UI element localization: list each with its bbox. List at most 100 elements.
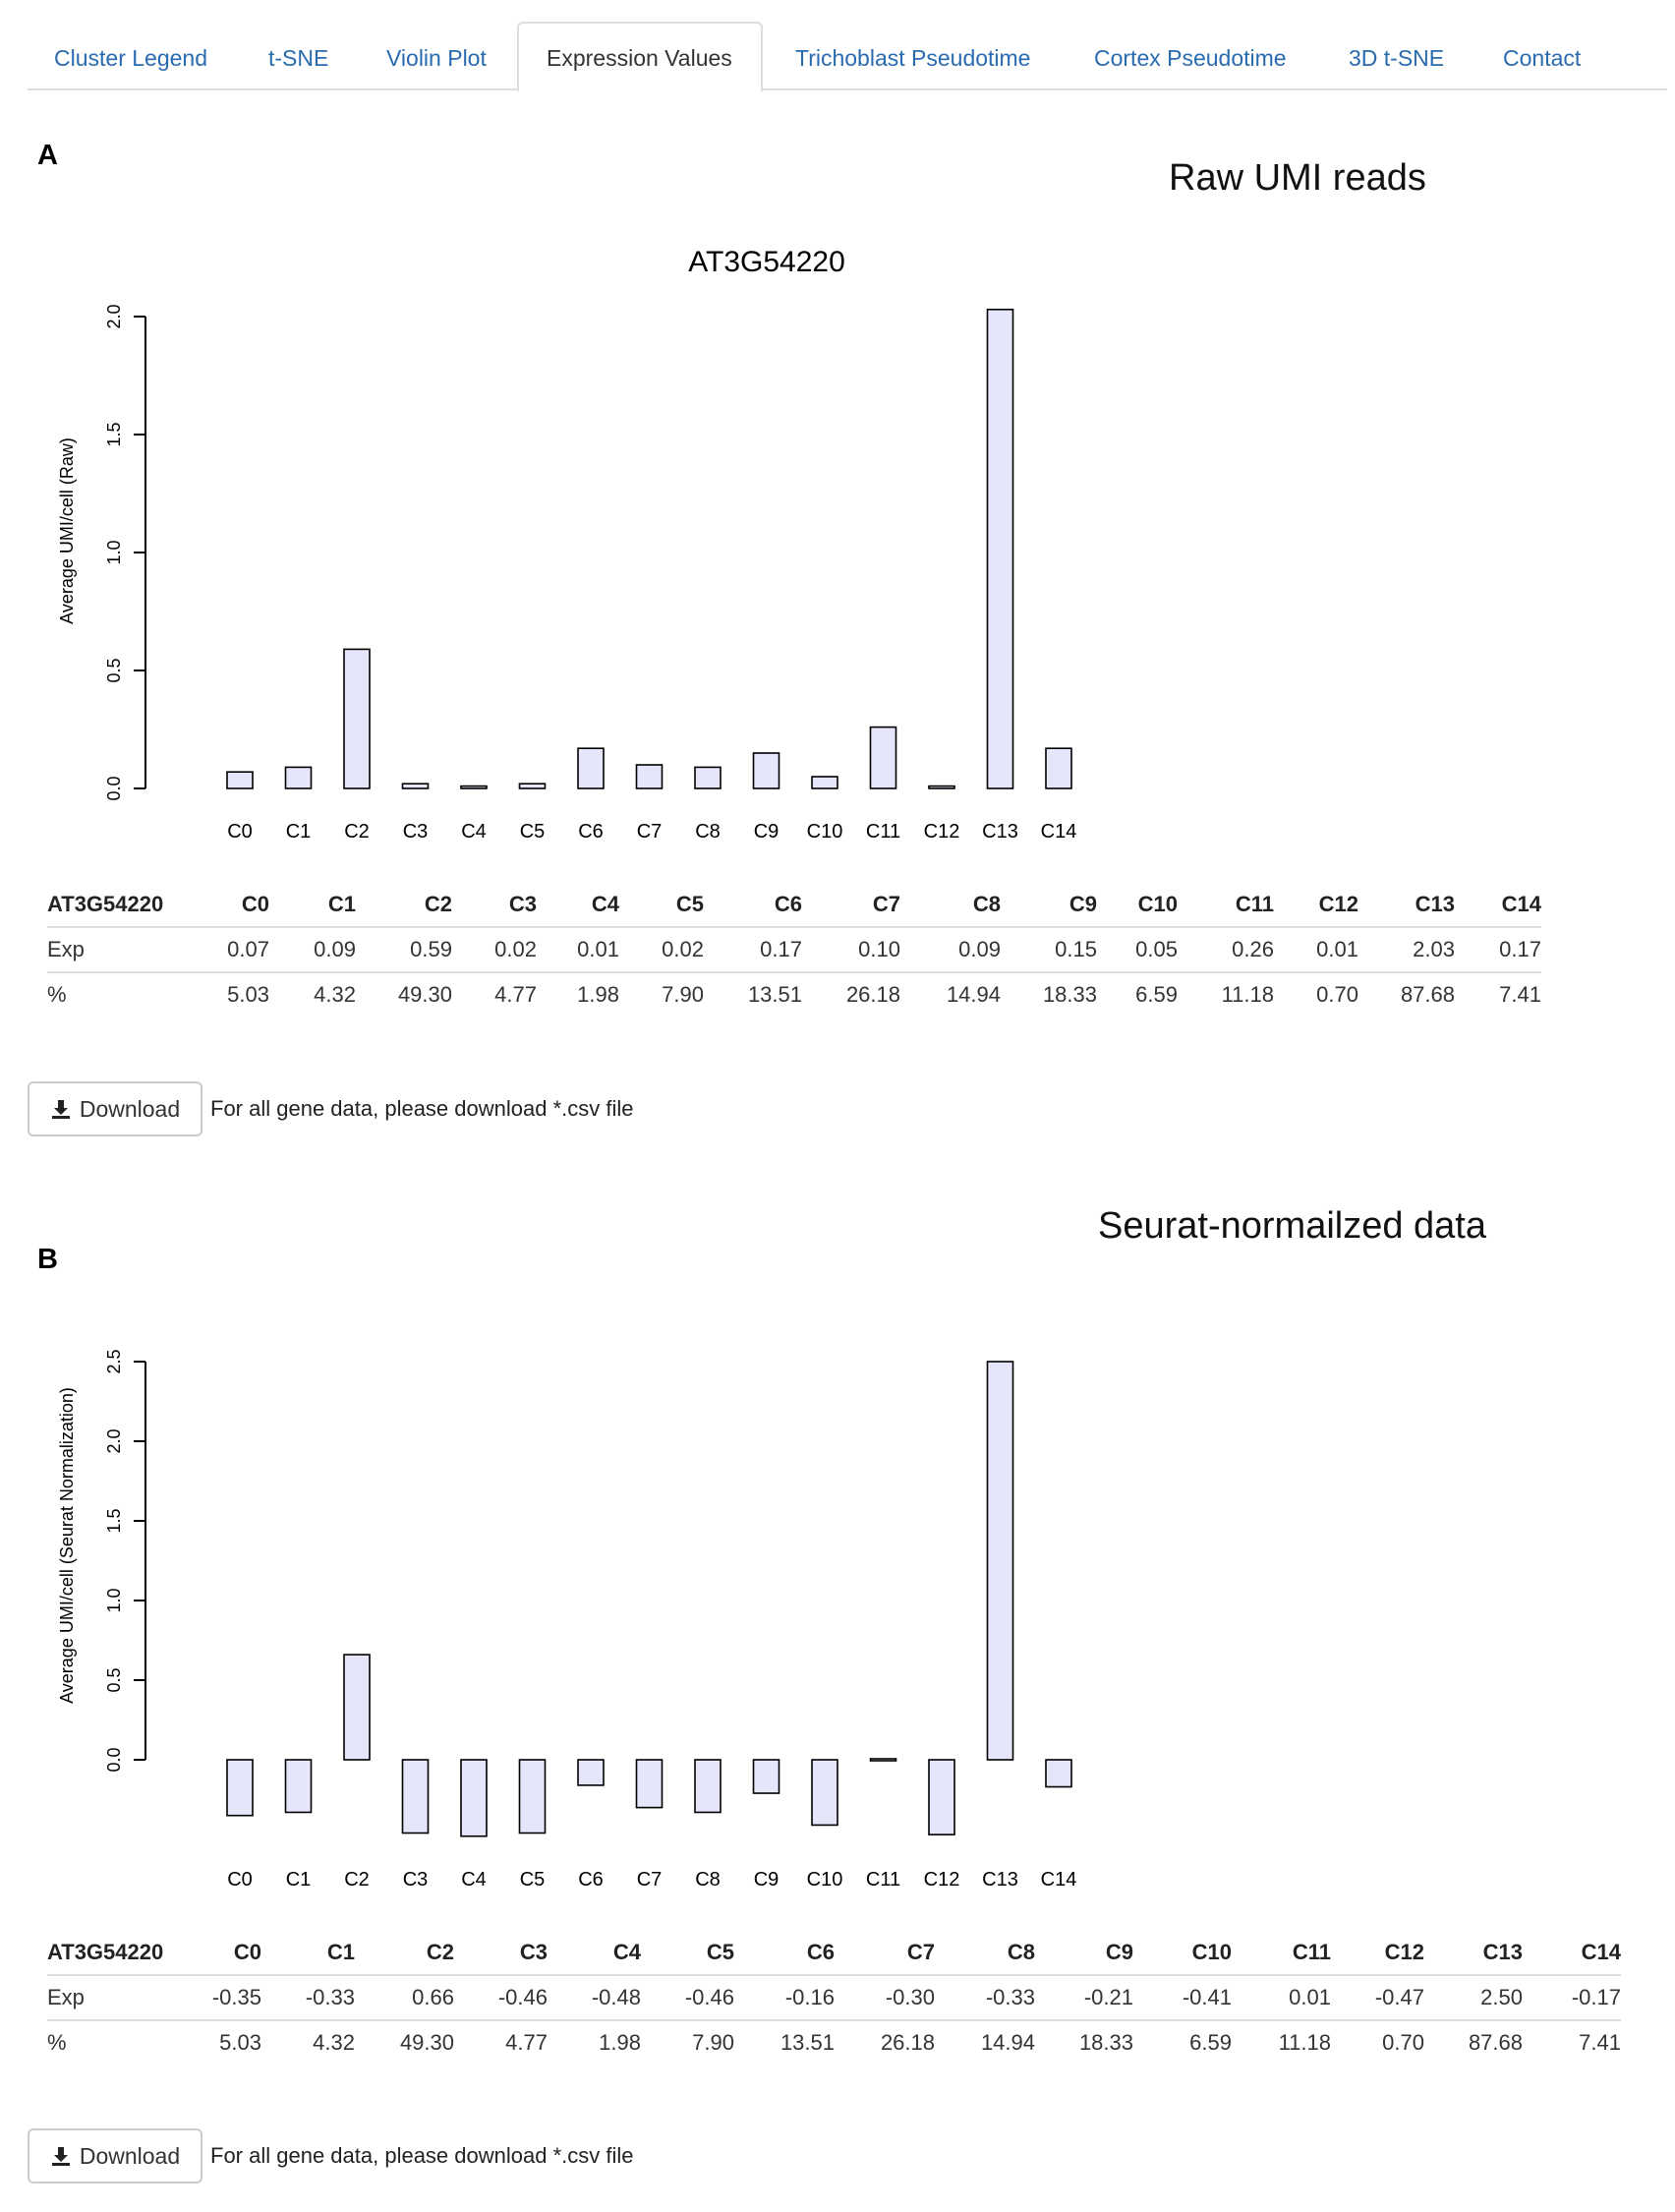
tab-cluster-legend[interactable]: Cluster Legend [54, 45, 207, 71]
download-icon [50, 2145, 72, 2167]
x-tick-label: C4 [461, 821, 487, 843]
table-cell: 0.01 [537, 926, 619, 972]
tab-cortex-pseudotime[interactable]: Cortex Pseudotime [1094, 45, 1287, 71]
bar-c1 [284, 1759, 313, 1814]
bar-c4 [460, 785, 488, 789]
cluster-column-header: C13 [1482, 1940, 1523, 1964]
x-tick-label: C11 [866, 1869, 900, 1891]
table-cell: 0.10 [802, 926, 900, 972]
cluster-column-header: C11 [1292, 1940, 1331, 1964]
section-title-normalized: Seurat-normailzed data [1098, 1205, 1486, 1247]
row-label: Exp [47, 926, 210, 972]
table-cell: 11.18 [1178, 971, 1274, 1017]
table-cell: 0.15 [1001, 926, 1097, 972]
x-tick-label: C10 [807, 1869, 843, 1891]
table-cell: 7.41 [1455, 971, 1541, 1017]
cluster-column-header: C10 [1191, 1940, 1232, 1964]
download-raw-button[interactable]: Download [28, 1081, 202, 1136]
cluster-column-header: C14 [1581, 1940, 1621, 1964]
cluster-column-header: C6 [806, 1940, 835, 1964]
tab-trichoblast-pseudotime[interactable]: Trichoblast Pseudotime [795, 45, 1031, 71]
cluster-column-header: C12 [1318, 892, 1358, 916]
table-cell: 18.33 [1035, 2019, 1133, 2065]
x-tick-label: C9 [754, 821, 780, 843]
cluster-column-header: C8 [1007, 1940, 1035, 1964]
cluster-column-header: C10 [1137, 892, 1178, 916]
table-cell: 26.18 [802, 971, 900, 1017]
table-cell: 0.09 [900, 926, 1001, 972]
table-cell: 2.50 [1424, 1974, 1523, 2020]
bar-c8 [694, 766, 722, 789]
nav-tabs: Cluster Legend t-SNE Violin Plot Express… [28, 22, 1667, 92]
table-cell: 4.32 [269, 971, 356, 1017]
table-cell: 14.94 [900, 971, 1001, 1017]
table-cell: -0.17 [1523, 1974, 1621, 2020]
table-cell: 4.77 [454, 2019, 548, 2065]
table-cell: 14.94 [935, 2019, 1035, 2065]
normalized-expression-bar-chart: Average UMI/cell (Seurat Normalization) 0… [57, 1349, 1076, 1891]
table-cell: 0.01 [1274, 926, 1358, 972]
gene-name-header: AT3G54220 [47, 892, 164, 916]
tab-3d-t-sne[interactable]: 3D t-SNE [1349, 45, 1445, 71]
tab-contact[interactable]: Contact [1503, 45, 1582, 71]
cluster-column-header: C9 [1105, 1940, 1133, 1964]
gene-name-header: AT3G54220 [47, 1940, 164, 1964]
table-cell: 0.26 [1178, 926, 1274, 972]
download-normalized-note: For all gene data, please download *.csv… [210, 2143, 634, 2168]
bar-c5 [518, 1759, 547, 1834]
raw-values-table-wrap: AT3G54220 C0 C1 C2 C3 C4 C5 C6 C7 C8 C9 C10 C11 C12 C1… [47, 883, 1541, 1017]
table-cell: 0.66 [355, 1974, 454, 2020]
table-cell: 49.30 [355, 2019, 454, 2065]
bar-c10 [811, 1759, 838, 1827]
x-tick-label: C12 [924, 821, 960, 843]
table-cell: -0.33 [261, 1974, 355, 2020]
table-cell: 49.30 [356, 971, 452, 1017]
raw-expression-bar-chart: AT3G54220 Average UMI/cell (Raw) 0.0 0.5 1.0… [57, 246, 1077, 843]
x-tick-label: C14 [1041, 821, 1077, 843]
exp-row: Exp 0.07 0.09 0.59 0.02 0.01 0.02 0.17 0.10 0.09 0… [47, 926, 1541, 972]
bar-c9 [752, 1759, 780, 1794]
bar-c3 [401, 1759, 430, 1834]
x-tick-label: C8 [695, 821, 721, 843]
tab-violin-plot[interactable]: Violin Plot [386, 45, 487, 71]
table-cell: 87.68 [1358, 971, 1455, 1017]
section-title-raw: Raw UMI reads [1169, 157, 1426, 199]
cluster-column-header: C5 [675, 892, 704, 916]
row-label: Exp [47, 1974, 195, 2020]
cluster-column-header: C4 [612, 1940, 641, 1964]
y-tick-label: 1.0 [104, 1588, 124, 1612]
table-cell: 4.32 [261, 2019, 355, 2065]
x-tick-label: C1 [286, 1869, 312, 1891]
cluster-column-header: C2 [424, 892, 452, 916]
x-tick-label: C12 [924, 1869, 960, 1891]
bar-c12 [928, 1759, 955, 1835]
x-tick-label: C3 [403, 1869, 429, 1891]
bar-c0 [226, 1759, 254, 1817]
bar-c2 [343, 648, 371, 789]
x-tick-label: C10 [807, 821, 843, 843]
x-tick-label: C0 [227, 821, 253, 843]
row-label: % [47, 971, 210, 1017]
y-axis-label: Average UMI/cell (Seurat Normalization) [57, 1387, 77, 1704]
table-cell: 6.59 [1133, 2019, 1232, 2065]
normalized-values-table-wrap: AT3G54220 C0 C1 C2 C3 C4 C5 C6 C7 C8 C9 C10 C11 C12 C1… [47, 1931, 1621, 2065]
table-cell: 2.03 [1358, 926, 1455, 972]
panel-letter-a: A [37, 140, 58, 171]
y-tick-label: 1.5 [104, 422, 124, 446]
x-tick-label: C13 [982, 1869, 1018, 1891]
table-cell: 26.18 [835, 2019, 935, 2065]
table-cell: -0.47 [1331, 1974, 1424, 2020]
pct-row: % 5.03 4.32 49.30 4.77 1.98 7.90 13.51 26.18 14.9… [47, 2019, 1621, 2065]
cluster-column-header: C3 [519, 1940, 548, 1964]
table-cell: -0.30 [835, 1974, 935, 2020]
y-tick-label: 0.5 [104, 1667, 124, 1692]
tab-t-sne[interactable]: t-SNE [268, 45, 329, 71]
tab-expression-values[interactable]: Expression Values [517, 22, 763, 92]
download-normalized-button[interactable]: Download [28, 2128, 202, 2183]
table-cell: 18.33 [1001, 971, 1097, 1017]
bar-c9 [752, 752, 780, 789]
y-tick-label: 2.0 [104, 1428, 124, 1453]
table-header-row: AT3G54220 C0 C1 C2 C3 C4 C5 C6 C7 C8 C9 C10 C11 C12 C1… [47, 883, 1541, 927]
table-cell: -0.21 [1035, 1974, 1133, 2020]
x-tick-label: C13 [982, 821, 1018, 843]
